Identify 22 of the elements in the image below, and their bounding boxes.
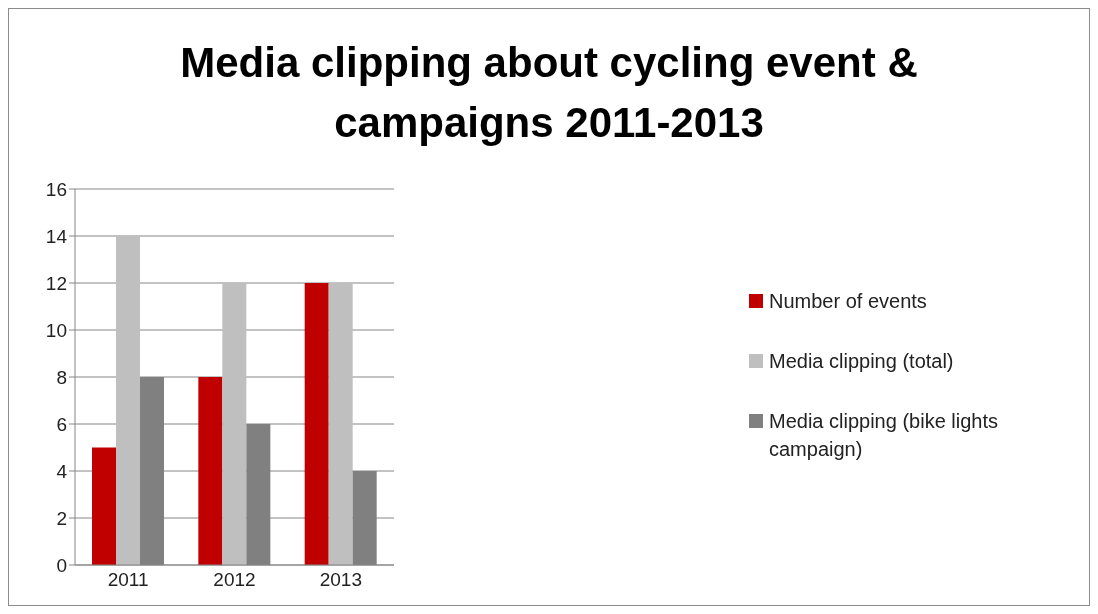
y-tick-label: 16 — [45, 178, 67, 200]
y-tick-label: 12 — [45, 272, 67, 294]
bar — [92, 447, 117, 565]
bar — [328, 283, 353, 565]
text: Media clipping about cycling event & campaigns 2011-2013 — [179, 38, 919, 148]
x-tick-label: 2011 — [107, 569, 149, 591]
y-tick-label: 2 — [56, 507, 67, 529]
bar — [222, 283, 247, 565]
y-tick-label: 4 — [56, 460, 68, 482]
y-tick-label: 8 — [56, 366, 67, 388]
y-tick-label: 0 — [56, 554, 67, 576]
bar — [116, 236, 141, 565]
x-tick-label: 2013 — [319, 569, 362, 591]
legend-label: Number of events — [769, 289, 927, 314]
y-tick-label: 6 — [56, 413, 67, 435]
legend-label: Media clipping (total) — [769, 349, 954, 374]
x-tick-label: 2012 — [213, 569, 256, 591]
bar — [198, 377, 223, 565]
bar — [304, 283, 329, 565]
y-tick-label: 10 — [45, 319, 67, 341]
legend-label: Media clipping (bike lights campaign) — [769, 409, 999, 462]
y-tick-label: 14 — [45, 225, 68, 247]
